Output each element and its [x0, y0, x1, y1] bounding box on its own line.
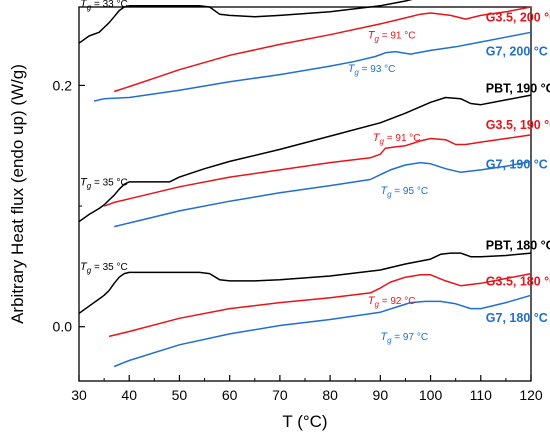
- curve-label: G7, 190 °C: [486, 158, 548, 172]
- y-axis-title: Arbitrary Heat flux (endo up) (W/g): [8, 64, 27, 324]
- series-line: [108, 272, 532, 338]
- tg-annotation: Tg = 92 °C: [368, 295, 416, 309]
- tg-annotation: Tg = 33 °C: [80, 0, 128, 12]
- tg-annotation: Tg = 35 °C: [80, 261, 128, 275]
- series-line: [114, 160, 532, 228]
- curve-label: G7, 180 °C: [486, 311, 548, 325]
- series-line: [113, 294, 532, 368]
- y-tick-label: 0.2: [53, 77, 73, 93]
- x-tick-label: 30: [71, 387, 87, 403]
- series-line: [113, 6, 532, 93]
- series-layer: [78, 0, 532, 368]
- x-tick-label: 100: [419, 387, 443, 403]
- tg-annotation: Tg = 97 °C: [380, 331, 428, 345]
- curve-label: G7, 200 °C: [486, 44, 548, 58]
- x-tick-label: 90: [373, 387, 389, 403]
- tg-annotation: Tg = 95 °C: [380, 185, 428, 199]
- x-tick-label: 50: [172, 387, 188, 403]
- tg-annotation: Tg = 91 °C: [373, 132, 421, 146]
- x-tick-label: 40: [121, 387, 137, 403]
- curve-label: G3.5, 200 °C: [486, 10, 550, 24]
- curve-label: PBT, 180 °C: [486, 238, 550, 252]
- tg-annotation: Tg = 35 °C: [80, 177, 128, 191]
- series-line: [103, 134, 532, 207]
- x-tick-label: 110: [470, 387, 493, 403]
- x-tick-label: 60: [222, 387, 238, 403]
- curve-label: PBT, 190 °C: [486, 82, 550, 96]
- axis-layer: 30 40 50 60 70 80 90 100 110 120 0.0 0.2: [53, 77, 543, 403]
- x-axis-title: T (°C): [282, 412, 327, 431]
- tg-annotation: Tg = 93 °C: [348, 63, 396, 77]
- x-tick-label: 120: [519, 387, 543, 403]
- curve-label: G3.5, 180 °C: [486, 275, 550, 289]
- series-line: [93, 31, 532, 102]
- x-tick-label: 70: [272, 387, 288, 403]
- y-tick-label: 0.0: [53, 319, 73, 335]
- x-tick-label: 80: [322, 387, 338, 403]
- curve-label: G3.5, 190 °C: [486, 118, 550, 132]
- series-line: [78, 252, 532, 315]
- tg-annotation: Tg = 91 °C: [368, 29, 416, 43]
- series-line: [78, 94, 532, 223]
- series-line: [78, 0, 413, 44]
